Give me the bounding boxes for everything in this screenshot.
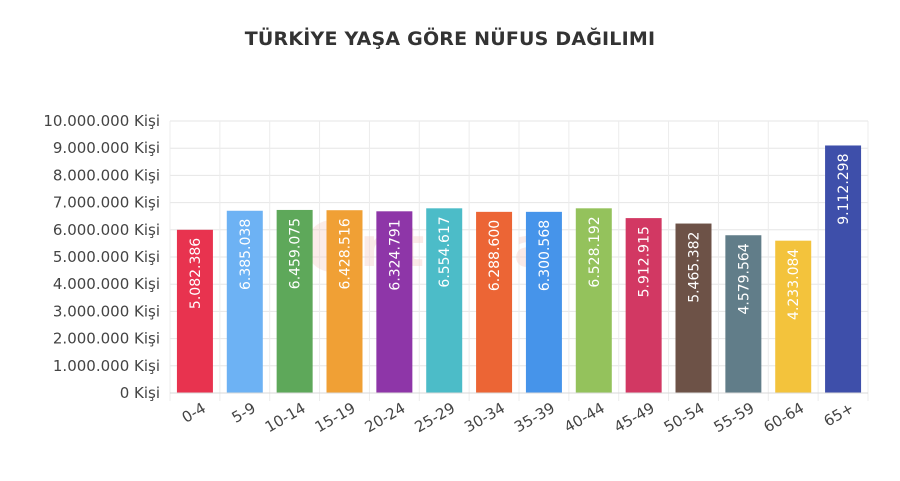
bar-data-label: 4.233.084: [786, 249, 802, 320]
x-tick-label: 30-34: [461, 399, 508, 436]
x-tick-label: 25-29: [411, 399, 458, 436]
bar-data-label: 4.579.564: [736, 243, 752, 314]
bar: [326, 210, 363, 393]
bar: [575, 208, 612, 393]
bar-data-label: 6.554.617: [437, 216, 453, 287]
bar: [675, 223, 712, 393]
x-tick-label: 55-59: [711, 399, 758, 436]
y-tick-label: 10.000.000 Kişi: [43, 112, 160, 130]
bars: 5.082.386 6.385.038 6.459.075 6.428.516 6.32…: [176, 145, 862, 393]
bar-data-label: 9.112.298: [836, 153, 852, 224]
bar-data-label: 6.288.600: [487, 220, 503, 291]
y-tick-label: 6.000.000 Kişi: [53, 221, 160, 239]
bar-data-label: 6.528.192: [587, 216, 603, 287]
y-tick-label: 1.000.000 Kişi: [53, 357, 160, 375]
x-tick-label: 35-39: [511, 399, 558, 436]
y-tick-label: 9.000.000 Kişi: [53, 139, 160, 157]
x-tick-label: 45-49: [611, 399, 658, 436]
bar-data-label: 6.459.075: [288, 218, 304, 289]
bar: [276, 209, 313, 393]
y-tick-label: 8.000.000 Kişi: [53, 166, 160, 184]
x-tick-label: 65+: [821, 399, 857, 430]
bar: [825, 145, 862, 393]
x-tick-label: 0-4: [179, 399, 209, 427]
bar: [625, 218, 662, 393]
x-tick-label: 50-54: [661, 399, 708, 436]
bar-data-label: 6.428.516: [338, 218, 354, 289]
bar-data-label: 6.300.568: [537, 220, 553, 291]
y-axis: 10.000.000 Kişi 9.000.000 Kişi 8.000.000 K…: [43, 112, 160, 402]
y-tick-label: 2.000.000 Kişi: [53, 330, 160, 348]
x-tick-label: 15-19: [312, 399, 359, 436]
bar: [775, 240, 812, 393]
x-tick-label: 60-64: [760, 399, 807, 436]
y-tick-label: 7.000.000 Kişi: [53, 194, 160, 212]
x-tick-label: 20-24: [362, 399, 409, 436]
bar: [426, 208, 463, 393]
bar-data-label: 6.385.038: [238, 219, 254, 290]
bar: [725, 235, 762, 393]
x-tick-label: 10-14: [262, 399, 309, 436]
x-tick-label: 5-9: [229, 399, 259, 427]
bar: [476, 211, 513, 393]
y-tick-label: 4.000.000 Kişi: [53, 275, 160, 293]
bar-data-label: 5.082.386: [188, 238, 204, 309]
bar-data-label: 6.324.791: [387, 219, 403, 290]
bar: [525, 211, 562, 393]
bar-data-label: 5.912.915: [637, 226, 653, 297]
bar-data-label: 5.465.382: [687, 232, 703, 303]
y-tick-label: 0 Kişi: [120, 384, 160, 402]
y-tick-label: 5.000.000 Kişi: [53, 248, 160, 266]
bar: [376, 211, 413, 393]
chart-title: TÜRKİYE YAŞA GÖRE NÜFUS DAĞILIMI: [244, 28, 656, 50]
y-tick-label: 3.000.000 Kişi: [53, 302, 160, 320]
x-tick-label: 40-44: [561, 399, 608, 436]
bar: [176, 229, 213, 393]
bar: [226, 210, 263, 393]
